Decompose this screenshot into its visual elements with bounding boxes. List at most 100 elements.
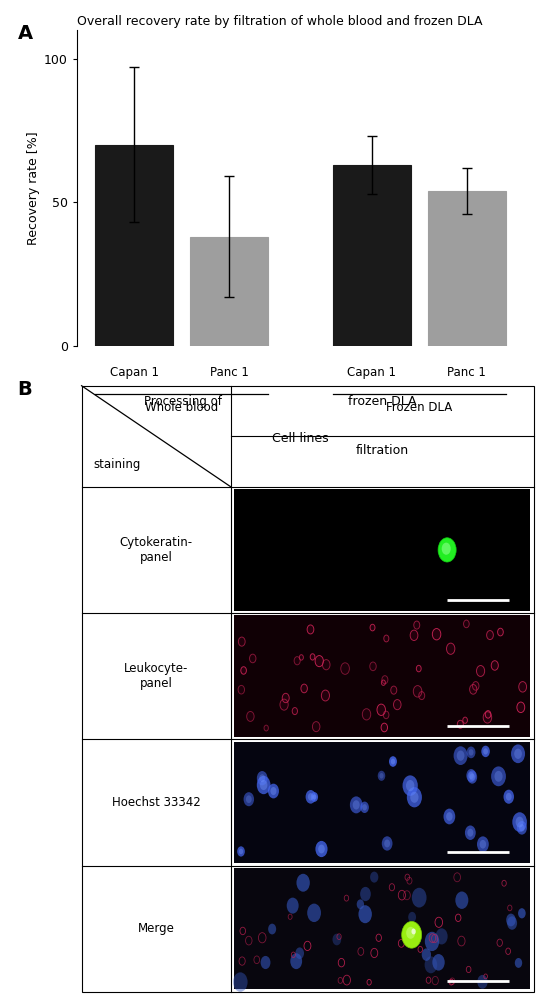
Circle shape bbox=[239, 638, 245, 645]
Text: staining: staining bbox=[93, 458, 140, 471]
Circle shape bbox=[446, 812, 453, 821]
Circle shape bbox=[517, 821, 527, 834]
Circle shape bbox=[498, 629, 503, 635]
Circle shape bbox=[308, 793, 314, 801]
Circle shape bbox=[260, 780, 267, 790]
Circle shape bbox=[316, 656, 323, 666]
Circle shape bbox=[268, 924, 276, 935]
Circle shape bbox=[259, 774, 265, 782]
Circle shape bbox=[353, 800, 360, 810]
Circle shape bbox=[360, 886, 371, 901]
Circle shape bbox=[506, 914, 516, 927]
Circle shape bbox=[350, 796, 362, 813]
Circle shape bbox=[465, 825, 476, 840]
Circle shape bbox=[468, 829, 474, 837]
Circle shape bbox=[296, 873, 310, 891]
Circle shape bbox=[382, 836, 393, 850]
Circle shape bbox=[300, 655, 303, 659]
Text: Panc 1: Panc 1 bbox=[448, 366, 486, 379]
Circle shape bbox=[408, 912, 416, 923]
Circle shape bbox=[268, 784, 279, 798]
Circle shape bbox=[312, 794, 316, 800]
Circle shape bbox=[315, 841, 328, 857]
Circle shape bbox=[382, 680, 385, 685]
Circle shape bbox=[402, 922, 422, 948]
Circle shape bbox=[477, 666, 484, 675]
Circle shape bbox=[433, 629, 440, 639]
Circle shape bbox=[306, 790, 316, 804]
Circle shape bbox=[283, 694, 289, 701]
Circle shape bbox=[438, 538, 456, 562]
Circle shape bbox=[486, 712, 491, 718]
Circle shape bbox=[378, 771, 385, 781]
Text: Panc 1: Panc 1 bbox=[210, 366, 249, 379]
Circle shape bbox=[470, 685, 476, 693]
Bar bbox=[234, 742, 530, 863]
Circle shape bbox=[483, 749, 488, 755]
Text: Cell lines: Cell lines bbox=[272, 431, 329, 444]
Circle shape bbox=[458, 721, 463, 728]
Bar bbox=[234, 615, 530, 737]
Circle shape bbox=[425, 957, 437, 973]
Circle shape bbox=[382, 676, 387, 683]
Circle shape bbox=[261, 956, 271, 969]
Circle shape bbox=[442, 543, 451, 555]
Circle shape bbox=[411, 929, 416, 935]
Circle shape bbox=[407, 787, 422, 807]
Circle shape bbox=[519, 682, 526, 691]
Circle shape bbox=[491, 767, 506, 786]
Circle shape bbox=[313, 723, 320, 731]
Circle shape bbox=[239, 686, 244, 693]
Circle shape bbox=[477, 975, 488, 989]
Bar bbox=[234, 489, 530, 611]
Circle shape bbox=[370, 871, 378, 882]
Bar bbox=[333, 165, 411, 346]
Circle shape bbox=[515, 817, 524, 827]
Circle shape bbox=[469, 772, 474, 779]
Circle shape bbox=[384, 839, 390, 847]
Bar bbox=[190, 236, 268, 346]
Circle shape bbox=[370, 662, 376, 670]
Circle shape bbox=[323, 660, 329, 669]
Circle shape bbox=[233, 972, 248, 992]
Circle shape bbox=[237, 846, 245, 856]
Circle shape bbox=[518, 702, 524, 712]
Circle shape bbox=[391, 686, 397, 693]
Text: Merge: Merge bbox=[138, 923, 174, 936]
Circle shape bbox=[287, 897, 299, 914]
Circle shape bbox=[414, 686, 421, 696]
Circle shape bbox=[322, 690, 329, 700]
Circle shape bbox=[318, 844, 325, 853]
Circle shape bbox=[481, 746, 490, 757]
Circle shape bbox=[412, 887, 427, 908]
Circle shape bbox=[455, 891, 469, 909]
Bar bbox=[95, 145, 173, 346]
Text: Overall recovery rate by filtration of whole blood and frozen DLA: Overall recovery rate by filtration of w… bbox=[77, 15, 482, 27]
Circle shape bbox=[371, 625, 375, 630]
Circle shape bbox=[447, 644, 454, 653]
Text: Cytokeratin-
panel: Cytokeratin- panel bbox=[119, 536, 192, 564]
Circle shape bbox=[466, 769, 476, 782]
Circle shape bbox=[241, 667, 246, 673]
Circle shape bbox=[333, 934, 341, 946]
Text: Hoechst 33342: Hoechst 33342 bbox=[112, 796, 201, 809]
Circle shape bbox=[464, 621, 469, 627]
Circle shape bbox=[382, 724, 387, 732]
Bar bbox=[428, 191, 506, 346]
Circle shape bbox=[357, 899, 364, 910]
Circle shape bbox=[463, 718, 467, 723]
Circle shape bbox=[293, 709, 297, 715]
Circle shape bbox=[468, 771, 477, 784]
Circle shape bbox=[492, 661, 498, 669]
Circle shape bbox=[295, 948, 304, 959]
Circle shape bbox=[362, 804, 367, 810]
Circle shape bbox=[473, 682, 478, 689]
Text: filtration: filtration bbox=[355, 443, 409, 456]
Text: Capan 1: Capan 1 bbox=[109, 366, 158, 379]
Circle shape bbox=[419, 692, 424, 699]
Circle shape bbox=[248, 713, 254, 721]
Circle shape bbox=[454, 747, 468, 765]
Circle shape bbox=[359, 906, 372, 924]
Circle shape bbox=[384, 635, 388, 641]
Text: Whole blood: Whole blood bbox=[145, 401, 218, 414]
